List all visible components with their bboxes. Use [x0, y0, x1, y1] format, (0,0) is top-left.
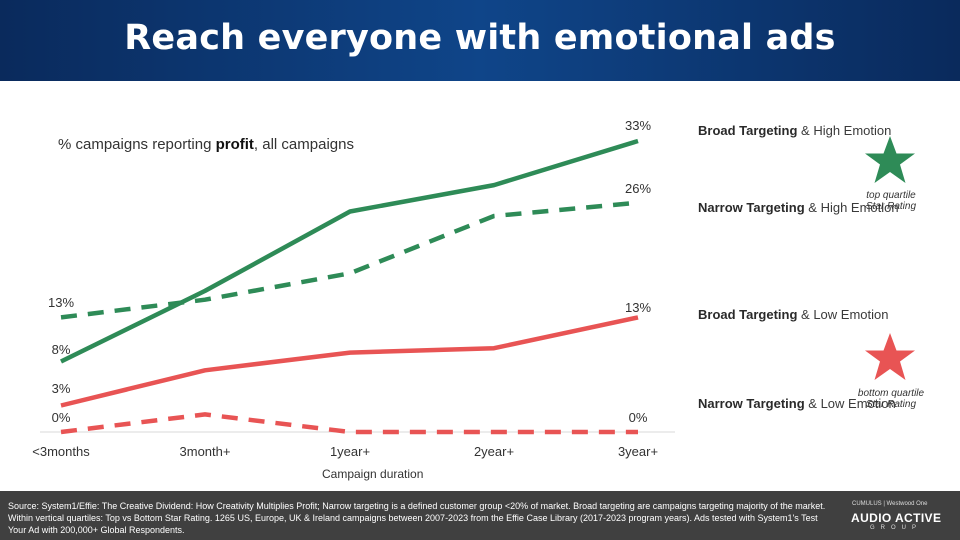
caption-line: top quartile: [866, 190, 916, 201]
x-tick-label: 3month+: [180, 444, 231, 459]
red-star-icon: [865, 333, 915, 380]
legend-rest: & High Emotion: [804, 200, 899, 215]
caption-line: Star Rating: [865, 201, 917, 212]
legend-bold: Narrow Targeting: [698, 200, 805, 215]
chart-subtitle: % campaigns reporting profit, all campai…: [58, 136, 354, 153]
end-label-0: 33%: [625, 118, 651, 133]
start-label-2: 3%: [52, 381, 71, 396]
start-label-1: 13%: [48, 295, 74, 310]
end-label-3: 0%: [629, 410, 648, 425]
series-line-1: [60, 200, 639, 320]
source-note: Source: System1/Effie: The Creative Divi…: [8, 501, 826, 535]
caption-line: Star Rating: [865, 399, 917, 410]
legend-rest: & Low Emotion: [804, 396, 896, 411]
x-tick-label: 1year+: [330, 444, 370, 459]
legend-entry-broad-low: Broad Targeting & Low Emotion: [698, 307, 888, 322]
legend-bold: Broad Targeting: [698, 307, 798, 322]
footer-bar: Source: System1/Effie: The Creative Divi…: [0, 491, 960, 540]
legend-entry-narrow-low: Narrow Targeting & Low Emotion: [698, 396, 896, 411]
subtitle-prefix: % campaigns reporting: [58, 136, 216, 153]
x-tick-label: 3year+: [618, 444, 658, 459]
legend-entry-broad-high: Broad Targeting & High Emotion: [698, 123, 891, 138]
x-tick-label: <3months: [32, 444, 90, 459]
green-star-icon: [865, 136, 915, 183]
top-star-caption: top quartile Star Rating: [846, 190, 936, 212]
subtitle-suffix: , all campaigns: [253, 136, 354, 153]
subtitle-bold: profit: [215, 136, 254, 153]
title-banner: Reach everyone with emotional ads: [0, 0, 960, 81]
start-label-3: 0%: [52, 410, 71, 425]
x-tick-label: 2year+: [474, 444, 514, 459]
x-axis-title: Campaign duration: [322, 467, 424, 481]
brand-logo-sub: GROUP: [870, 525, 923, 531]
legend-rest: & High Emotion: [797, 123, 892, 138]
end-label-2: 13%: [625, 300, 651, 315]
bottom-star-caption: bottom quartile Star Rating: [846, 388, 936, 410]
end-label-1: 26%: [625, 181, 651, 196]
series-line-3: [60, 412, 638, 435]
brand-logo: AUDIO ACTIVE: [851, 511, 942, 525]
page-title: Reach everyone with emotional ads: [124, 18, 836, 58]
caption-line: bottom quartile: [857, 388, 925, 399]
legend-bold: Broad Targeting: [698, 123, 798, 138]
legend-entry-narrow-high: Narrow Targeting & High Emotion: [698, 200, 899, 215]
legend-bold: Narrow Targeting: [698, 396, 805, 411]
start-label-0: 8%: [52, 342, 71, 357]
series-line-0: [60, 138, 639, 364]
legend-rest: & Low Emotion: [797, 307, 889, 322]
brand-partner-logo: CUMULUS | Westwood One: [852, 501, 928, 507]
series-line-2: [60, 315, 639, 408]
line-chart: 8% 13% 3% 0% 33% 26% 13% 0% <3months 3month+ 1year…: [32, 118, 675, 459]
